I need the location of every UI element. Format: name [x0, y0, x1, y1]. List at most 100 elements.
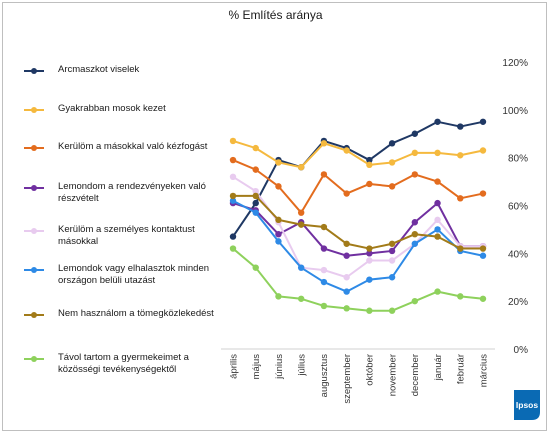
data-point	[366, 257, 373, 264]
legend-label: Lemondok vagy elhalasztok minden országo…	[58, 263, 210, 286]
x-tick-label: március	[478, 354, 489, 388]
series-line	[232, 247, 484, 312]
data-point	[479, 295, 487, 302]
data-point	[479, 190, 487, 197]
data-point	[275, 238, 282, 245]
legend-marker	[24, 68, 44, 74]
legend-label: Kerülöm a másokkal való kézfogást	[58, 141, 208, 152]
data-point	[479, 245, 487, 252]
data-point	[434, 233, 441, 240]
legend-marker	[24, 267, 44, 273]
legend-label: Kerülöm a személyes kontaktust másokkal	[58, 224, 195, 247]
legend-label: Távol tartom a gyermekeimet a közösségi …	[58, 352, 189, 375]
data-point	[229, 156, 237, 164]
data-point	[320, 302, 328, 310]
x-tick-label: augusztus	[319, 354, 330, 398]
data-point	[229, 245, 237, 252]
data-point	[366, 180, 373, 188]
data-point	[411, 240, 419, 247]
x-tick-label: április	[228, 354, 239, 379]
data-point	[388, 247, 396, 255]
data-point	[252, 199, 259, 207]
x-tick-label: június	[274, 354, 285, 380]
series-line	[233, 194, 483, 250]
data-point	[320, 245, 328, 252]
x-tick-label: február	[456, 354, 467, 384]
data-point	[411, 219, 419, 226]
series-line	[232, 202, 483, 257]
data-point	[275, 159, 282, 166]
data-point	[297, 209, 305, 216]
legend-marker	[24, 228, 44, 234]
data-point	[388, 159, 396, 166]
x-tick-label: július	[297, 354, 308, 377]
x-tick-label: október	[365, 354, 376, 386]
data-point	[275, 183, 282, 190]
data-point	[434, 178, 441, 185]
data-point	[275, 293, 282, 300]
series-6	[229, 197, 487, 295]
data-point	[229, 137, 237, 145]
data-point	[434, 149, 441, 157]
y-tick-label: 120%	[502, 58, 528, 69]
data-point	[343, 147, 350, 154]
data-point	[366, 245, 373, 252]
series-3	[229, 156, 487, 216]
legend-marker	[24, 356, 44, 362]
chart-title: % Említés aránya	[228, 8, 323, 22]
series-line	[232, 120, 484, 238]
data-point	[411, 130, 419, 137]
data-point	[252, 209, 259, 216]
x-tick-label: november	[387, 354, 398, 396]
data-point	[343, 288, 350, 295]
data-point	[229, 173, 237, 180]
data-point	[320, 278, 328, 286]
data-point	[434, 288, 441, 295]
y-tick-label: 40%	[508, 249, 528, 260]
y-tick-label: 80%	[508, 154, 528, 165]
data-point	[252, 144, 259, 152]
data-point	[343, 305, 350, 312]
data-point	[366, 307, 373, 314]
data-point	[252, 166, 259, 173]
data-point	[229, 233, 237, 240]
legend-marker	[24, 145, 44, 151]
series-2	[229, 137, 487, 171]
data-point	[343, 252, 350, 259]
data-point	[411, 297, 419, 305]
y-tick-label: 100%	[502, 106, 528, 117]
x-tick-label: december	[410, 354, 421, 396]
series-line	[232, 159, 484, 214]
data-point	[252, 187, 259, 195]
data-point	[297, 221, 305, 228]
legend-label: Gyakrabban mosok kezet	[58, 103, 166, 114]
data-point	[388, 140, 396, 147]
data-point	[366, 161, 373, 169]
data-point	[297, 295, 305, 302]
data-point	[388, 307, 396, 314]
legend-label: Lemondom a rendezvényeken való részvétel…	[58, 181, 206, 204]
data-point	[275, 231, 282, 238]
data-point	[366, 250, 373, 257]
data-point	[434, 226, 441, 233]
data-point	[457, 293, 464, 300]
data-point	[366, 276, 373, 283]
series-8	[229, 245, 487, 314]
data-point	[297, 264, 305, 271]
data-point	[229, 197, 237, 204]
data-point	[320, 171, 328, 178]
data-point	[320, 140, 328, 147]
data-point	[411, 149, 419, 157]
y-tick-label: 60%	[508, 202, 528, 213]
data-point	[479, 118, 487, 125]
data-point	[320, 266, 328, 274]
data-point	[457, 245, 464, 252]
x-tick-label: január	[433, 354, 444, 381]
legend-label: Nem használom a tömegközlekedést	[58, 308, 214, 319]
data-point	[457, 195, 464, 202]
data-point	[434, 118, 441, 125]
data-point	[343, 240, 350, 247]
data-point	[388, 257, 396, 264]
data-point	[479, 252, 487, 259]
